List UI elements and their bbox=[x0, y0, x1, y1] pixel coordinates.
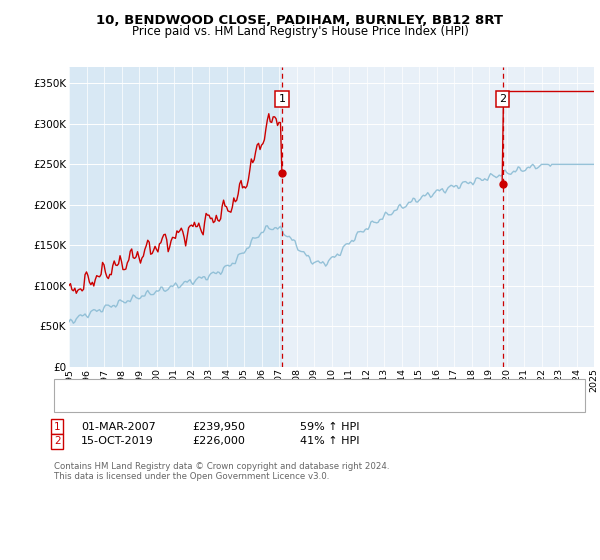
Text: HPI: Average price, detached house, Burnley: HPI: Average price, detached house, Burn… bbox=[93, 399, 326, 409]
Text: 01-MAR-2007: 01-MAR-2007 bbox=[81, 422, 156, 432]
Text: 10, BENDWOOD CLOSE, PADIHAM, BURNLEY, BB12 8RT: 10, BENDWOOD CLOSE, PADIHAM, BURNLEY, BB… bbox=[97, 14, 503, 27]
Text: £226,000: £226,000 bbox=[192, 436, 245, 446]
Text: Price paid vs. HM Land Registry's House Price Index (HPI): Price paid vs. HM Land Registry's House … bbox=[131, 25, 469, 38]
Text: 41% ↑ HPI: 41% ↑ HPI bbox=[300, 436, 359, 446]
Text: ——: —— bbox=[60, 386, 75, 399]
Text: ——: —— bbox=[60, 397, 75, 410]
Text: 1: 1 bbox=[278, 94, 286, 104]
Text: 15-OCT-2019: 15-OCT-2019 bbox=[81, 436, 154, 446]
Text: 1: 1 bbox=[54, 422, 61, 432]
Text: 10, BENDWOOD CLOSE, PADIHAM, BURNLEY, BB12 8RT (detached house): 10, BENDWOOD CLOSE, PADIHAM, BURNLEY, BB… bbox=[93, 388, 475, 398]
Text: 2: 2 bbox=[54, 436, 61, 446]
Text: 2: 2 bbox=[499, 94, 506, 104]
Bar bbox=[282, 67, 594, 367]
Text: £239,950: £239,950 bbox=[192, 422, 245, 432]
Text: 59% ↑ HPI: 59% ↑ HPI bbox=[300, 422, 359, 432]
Text: Contains HM Land Registry data © Crown copyright and database right 2024.
This d: Contains HM Land Registry data © Crown c… bbox=[54, 462, 389, 482]
